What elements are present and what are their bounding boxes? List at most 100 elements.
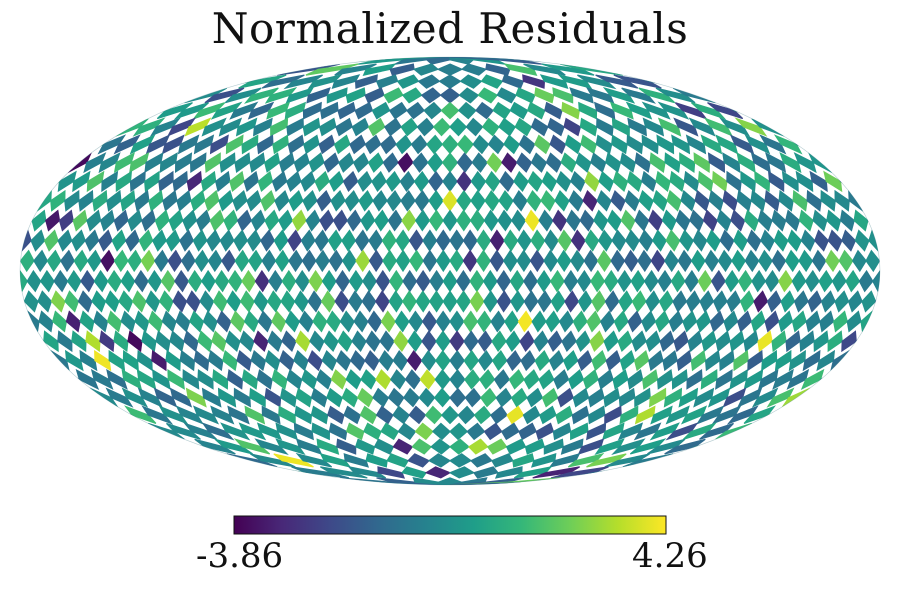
map-cell [486,152,503,173]
map-cell [273,229,289,252]
map-cell [73,249,89,273]
map-cell [634,152,651,173]
map-cell [545,152,562,173]
map-cell [597,229,613,252]
map-cell [814,229,830,252]
map-cell [312,310,328,333]
map-cell [254,269,270,293]
map-cell [626,170,643,193]
map-cell [788,349,806,372]
map-cell [807,290,823,313]
map-cell [457,101,477,120]
map-cell [225,134,244,155]
map-cell [543,249,559,273]
map-cell [165,229,181,252]
map-cell [129,170,146,193]
map-cell [271,310,287,333]
map-cell [225,330,241,353]
map-cell [772,368,794,390]
map-cell [160,269,176,293]
map-cell [481,117,500,137]
map-cell [302,189,318,212]
map-cell [526,189,542,212]
map-cell [50,189,66,212]
map-cell [457,405,476,425]
map-cell [383,87,404,104]
map-cell [553,369,570,390]
map-cell [538,369,555,390]
map-cell [306,87,331,104]
map-cell [580,134,597,155]
map-cell [183,330,199,353]
map-cell [544,101,563,120]
map-cell [440,405,460,425]
map-cell [753,290,769,313]
map-cell [195,209,211,232]
map-cell [426,134,444,155]
map-cell [243,310,259,333]
map-cell [254,438,289,456]
map-cell [348,269,364,293]
map-cell [120,189,136,212]
map-cell [326,387,343,408]
map-cell [250,349,267,372]
map-cell [86,249,102,273]
map-cell [218,117,243,137]
map-cell [382,249,398,273]
map-cell [641,101,671,120]
map-cell [685,290,701,313]
map-cell [197,369,214,390]
map-cell [416,117,435,137]
map-cell [310,405,329,425]
map-cell [407,453,431,468]
map-cell [364,134,382,155]
map-cell [548,349,565,372]
map-cell [657,269,673,293]
map-cell [118,290,134,313]
map-cell [106,269,122,293]
map-cell [427,152,444,173]
map-cell [238,422,267,441]
map-cell [686,369,703,390]
map-cell [690,249,706,273]
map-cell [726,290,742,313]
map-cell [596,117,614,137]
map-cell [113,249,129,273]
map-cell [719,229,735,252]
map-cell [449,369,466,390]
map-cell [94,349,112,372]
map-cell [406,101,425,120]
map-cell [264,349,281,372]
map-cell [579,209,595,232]
map-cell [716,209,732,232]
map-cell [341,229,357,252]
map-cell [715,330,731,353]
map-cell [586,453,627,468]
map-cell [751,269,767,293]
map-cell [470,189,486,212]
map-cell [294,269,310,293]
map-cell [655,170,671,193]
map-cell [743,209,760,232]
map-cell [389,369,407,390]
map-cell [278,152,295,173]
map-cell [65,310,81,333]
map-cell [148,189,164,212]
map-cell [740,170,756,193]
map-cell [216,310,232,333]
map-cell [508,369,525,390]
map-cell [330,189,346,212]
map-cell [105,387,134,408]
map-cell [377,466,406,479]
map-cell [456,189,472,212]
map-cell [45,209,61,232]
map-cell [519,330,535,353]
map-cell [523,369,540,390]
map-cell [154,209,170,232]
map-cell [483,209,499,232]
map-cell [347,290,363,313]
map-cell [321,349,338,372]
map-cell [711,405,742,425]
map-cell [204,189,220,212]
